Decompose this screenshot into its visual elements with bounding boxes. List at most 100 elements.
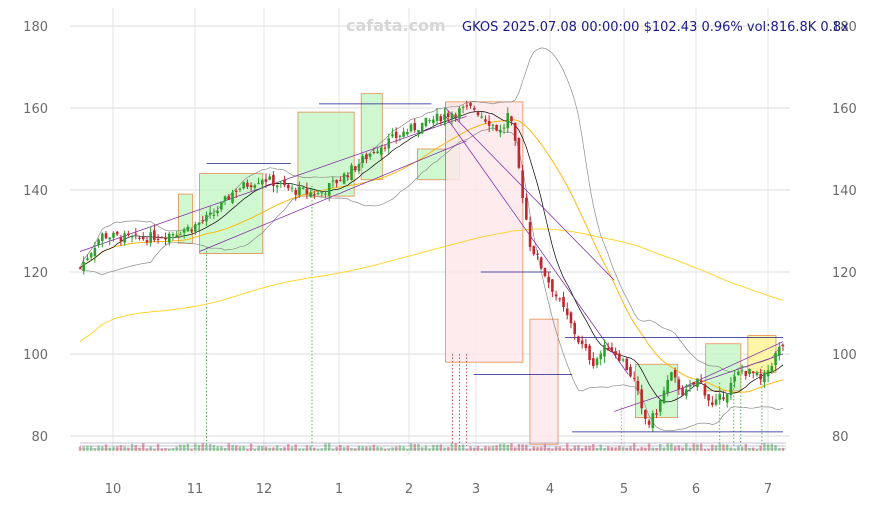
candle-body <box>502 127 506 129</box>
volume-bar <box>551 448 554 451</box>
volume-bar <box>78 446 82 451</box>
volume-bar <box>644 447 647 451</box>
volume-bar <box>142 443 145 451</box>
volume-bar <box>182 444 186 451</box>
volume-bar <box>655 447 658 451</box>
candle-body <box>525 197 528 220</box>
volume-bar <box>696 444 699 451</box>
candle-body <box>748 368 751 374</box>
candle-body <box>480 116 484 118</box>
volume-bar <box>506 444 509 451</box>
volume-bar <box>93 448 97 451</box>
candle-body <box>227 196 231 200</box>
candle-body <box>123 233 126 243</box>
y-tick-label: 80 <box>832 430 849 445</box>
candle-body <box>346 175 350 178</box>
volume-bar <box>711 444 714 451</box>
volume-bar <box>350 448 353 451</box>
volume-bar <box>208 444 212 451</box>
volume-bar <box>134 445 137 451</box>
volume-bar <box>372 444 376 451</box>
candle-body <box>339 180 342 182</box>
candle-body <box>729 382 733 396</box>
volume-bar <box>521 444 524 451</box>
candle-body <box>428 120 431 122</box>
candle-body <box>469 102 472 106</box>
candle-body <box>737 371 740 375</box>
volume-bar <box>659 444 662 451</box>
volume-bar <box>413 443 416 451</box>
volume-bar <box>577 445 580 451</box>
candle-body <box>699 380 703 383</box>
candle-body <box>692 382 696 385</box>
volume-bar <box>606 446 610 451</box>
y-tick-label: 140 <box>832 184 857 199</box>
candle-body <box>108 237 112 240</box>
volume-bar <box>357 445 361 451</box>
candle-body <box>499 129 502 133</box>
volume-bar <box>525 444 528 451</box>
volume-bar <box>331 448 335 451</box>
volume-bar <box>328 443 331 451</box>
candle-body <box>175 234 179 238</box>
volume-bar <box>633 443 636 451</box>
volume-bar <box>692 443 695 451</box>
volume-bar <box>491 445 495 451</box>
candle-body <box>577 336 580 343</box>
candle-body <box>301 187 305 189</box>
candle-body <box>78 267 82 269</box>
candle-body <box>231 192 234 203</box>
candle-body <box>409 124 413 132</box>
candle-body <box>368 153 372 157</box>
candle-body <box>696 378 699 388</box>
candle-body <box>558 298 562 300</box>
candle-body <box>365 154 368 160</box>
candle-body <box>536 253 539 255</box>
volume-bar <box>569 448 573 451</box>
volume-bar <box>454 443 457 451</box>
volume-bar <box>361 446 364 451</box>
candle-body <box>268 176 271 180</box>
y-axis-left: 80 100 120 140 160 180 <box>23 20 48 445</box>
candle-body <box>141 236 145 240</box>
volume-bar <box>275 445 279 451</box>
candle-body <box>573 322 577 335</box>
y-tick-label: 100 <box>832 348 857 363</box>
volume-bar <box>528 448 532 451</box>
candle-body <box>413 123 417 131</box>
volume-bar <box>599 444 602 451</box>
volume-bar <box>354 448 357 451</box>
volume-bar <box>268 447 271 451</box>
volume-bar <box>450 443 454 451</box>
x-tick-label: 3 <box>472 482 480 497</box>
range-box <box>297 111 355 197</box>
volume-bar <box>722 444 725 451</box>
candle-body <box>406 132 409 135</box>
candle-body <box>621 359 625 361</box>
candle-body <box>294 190 298 195</box>
volume-bar <box>707 448 710 451</box>
candle-body <box>145 240 149 243</box>
candle-body <box>432 119 435 124</box>
candle-body <box>305 188 309 194</box>
candle-body <box>350 165 353 181</box>
candle-body <box>491 124 495 126</box>
candle-body <box>257 183 260 185</box>
volume-bar <box>242 446 245 451</box>
volume-bar <box>480 448 483 451</box>
volume-bar <box>636 448 640 451</box>
bollinger-upper <box>79 47 784 373</box>
volume-bar <box>179 444 182 451</box>
volume-bar <box>387 448 390 451</box>
volume-bar <box>235 445 238 451</box>
trend-line <box>445 107 615 281</box>
volume-bar <box>781 447 785 451</box>
candle-body <box>580 340 584 345</box>
volume-bar <box>406 448 409 451</box>
volume-bar <box>770 443 774 451</box>
candle-body <box>194 224 197 232</box>
volume-bar <box>778 448 781 451</box>
candle-body <box>387 138 391 149</box>
volume-bar <box>257 445 260 451</box>
y-axis-right: 80 100 120 140 160 180 <box>832 20 857 445</box>
